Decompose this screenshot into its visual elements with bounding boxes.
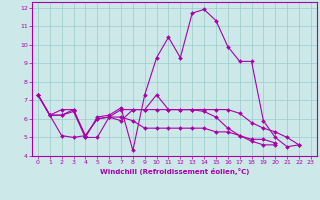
X-axis label: Windchill (Refroidissement éolien,°C): Windchill (Refroidissement éolien,°C) <box>100 168 249 175</box>
